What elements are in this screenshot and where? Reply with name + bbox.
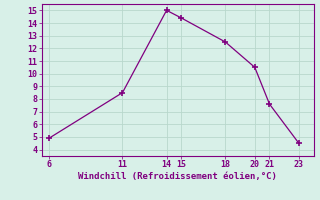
X-axis label: Windchill (Refroidissement éolien,°C): Windchill (Refroidissement éolien,°C) [78,172,277,181]
